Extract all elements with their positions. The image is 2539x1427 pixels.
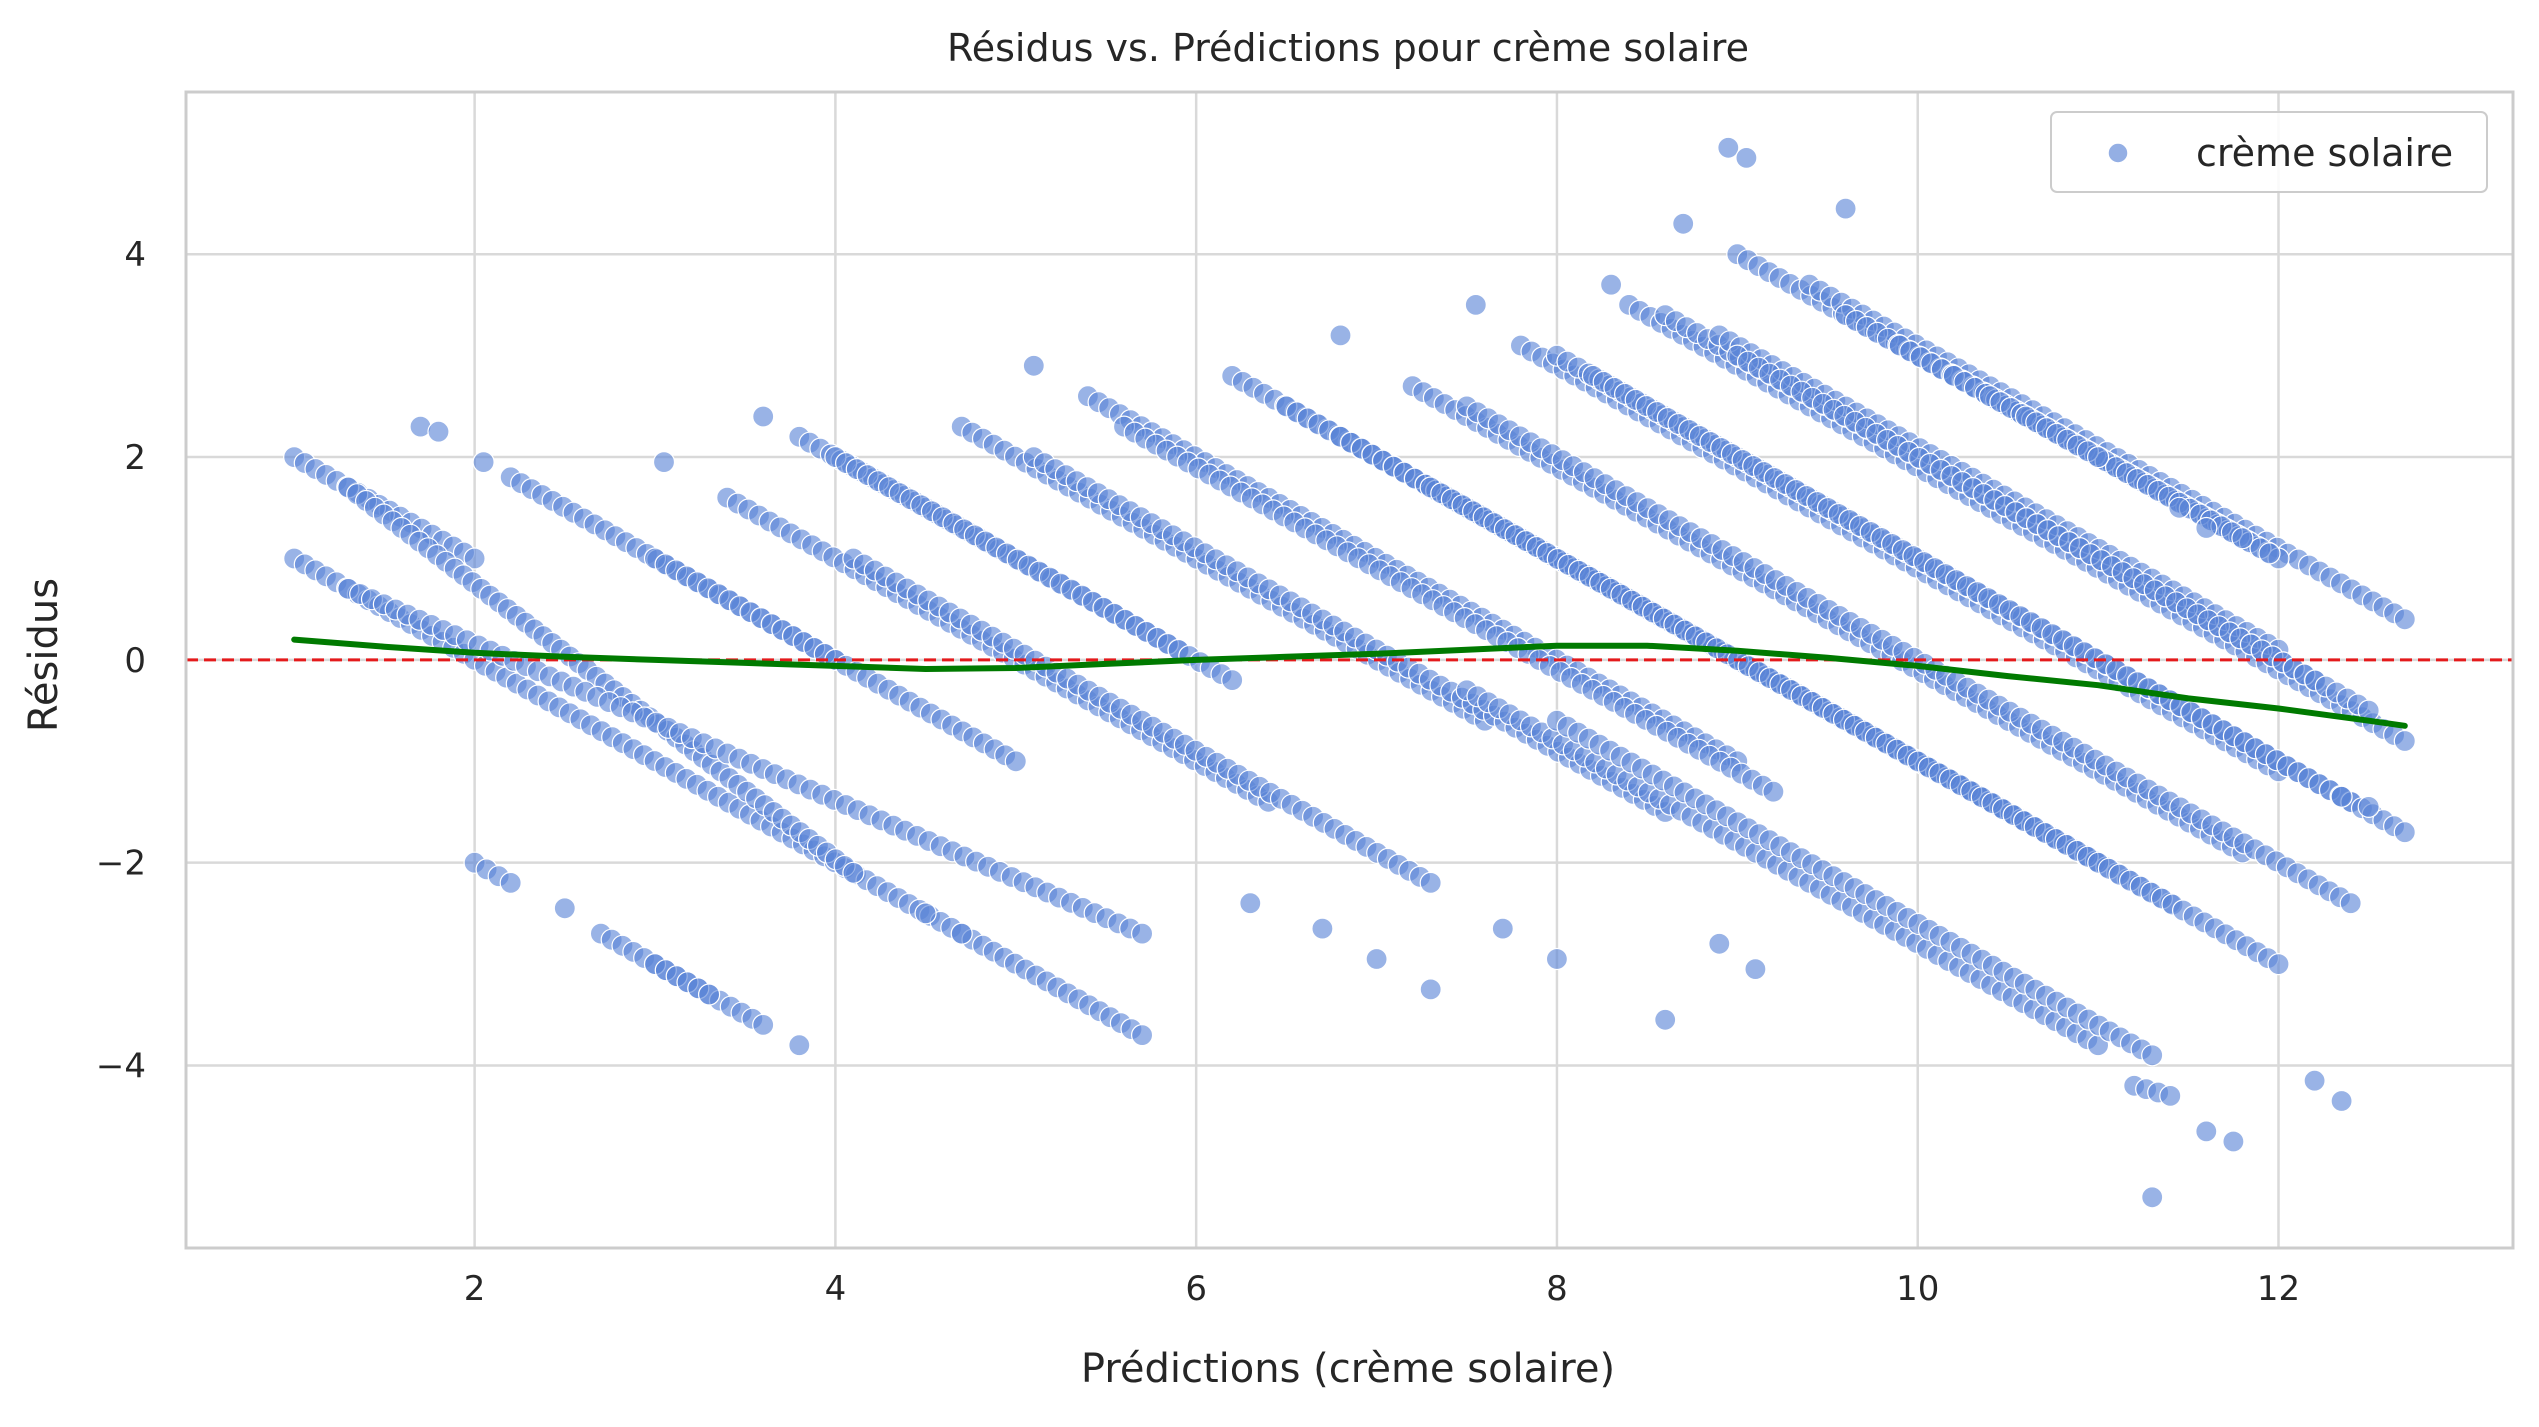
scatter-point xyxy=(463,547,486,570)
scatter-point xyxy=(752,1013,775,1037)
scatter-point xyxy=(1464,293,1487,316)
y-tick-label: 0 xyxy=(124,641,146,681)
scatter-point xyxy=(2087,446,2110,469)
scatter-point xyxy=(1599,273,1623,296)
scatter-point xyxy=(2393,729,2416,753)
scatter-point xyxy=(788,1034,811,1057)
trend-line xyxy=(291,636,2408,729)
x-tick-label: 4 xyxy=(825,1269,847,1309)
scatter-point xyxy=(1022,354,1045,377)
scatter-point xyxy=(652,451,676,474)
scatter-point xyxy=(553,897,576,920)
scatter-point xyxy=(1735,146,1758,169)
scatter-point xyxy=(2339,892,2362,915)
scatter-point xyxy=(2222,1130,2245,1153)
plot-frame xyxy=(184,90,2515,1250)
y-tick-label: −2 xyxy=(96,844,146,884)
scatter-point xyxy=(472,451,495,474)
scatter-point xyxy=(2330,785,2353,808)
scatter-point xyxy=(1717,136,1740,159)
scatter-point xyxy=(1708,932,1731,955)
scatter-point xyxy=(842,861,865,884)
trend-lines xyxy=(186,636,2513,729)
scatter-point xyxy=(752,405,775,428)
scatter-point xyxy=(2267,952,2290,976)
scatter-point xyxy=(1744,957,1767,981)
x-tick-label: 10 xyxy=(1896,1269,1939,1309)
x-tick-label: 2 xyxy=(464,1269,486,1309)
legend-label: crème solaire xyxy=(2196,131,2453,175)
scatter-point xyxy=(2195,516,2218,540)
scatter-point xyxy=(2231,527,2254,550)
scatter-point xyxy=(2168,496,2191,519)
scatter-point xyxy=(2195,1120,2218,1143)
y-tick-label: 4 xyxy=(124,235,146,275)
scatter-points xyxy=(283,136,2416,1209)
scatter-point xyxy=(2159,1084,2182,1108)
y-axis-label: Résidus xyxy=(21,578,67,732)
chart-title: Résidus vs. Prédictions pour crème solai… xyxy=(947,26,1749,70)
scatter-point xyxy=(1221,668,1244,692)
scatter-point xyxy=(1004,750,1027,773)
tick-labels: 2 4 6 8 10 12 −4 −2 0 2 4 xyxy=(96,235,2300,1309)
scatter-point xyxy=(427,420,450,443)
scatter-point xyxy=(1834,197,1857,220)
scatter-point xyxy=(1311,917,1334,940)
scatter-point xyxy=(2141,1044,2164,1067)
y-tick-label: −4 xyxy=(96,1046,146,1086)
legend-marker xyxy=(2107,142,2129,164)
scatter-point xyxy=(2393,608,2416,631)
x-tick-label: 12 xyxy=(2257,1269,2300,1309)
scatter-point xyxy=(1491,917,1514,940)
scatter-point xyxy=(1130,922,1154,945)
scatter-point xyxy=(1672,212,1695,235)
scatter-point xyxy=(1545,947,1569,971)
scatter-point xyxy=(2258,542,2281,565)
scatter-point xyxy=(2393,821,2416,844)
scatter-point xyxy=(499,871,522,895)
scatter-point xyxy=(1365,947,1388,971)
scatter-point xyxy=(1419,871,1442,895)
legend: crème solaire xyxy=(2050,111,2488,193)
y-tick-label: 2 xyxy=(124,438,146,478)
scatter-point xyxy=(1130,1023,1154,1047)
scatter-point xyxy=(1239,892,1262,915)
scatter-point xyxy=(2141,1186,2164,1209)
scatter-point xyxy=(697,983,721,1006)
legend-box xyxy=(2050,111,2488,193)
x-axis-label: Prédictions (crème solaire) xyxy=(1081,1346,1615,1392)
scatter-point xyxy=(1762,780,1785,803)
scatter-point xyxy=(950,922,973,945)
scatter-point xyxy=(2303,1069,2326,1092)
x-tick-label: 6 xyxy=(1185,1269,1207,1309)
scatter-point xyxy=(2357,795,2380,819)
scatter-point xyxy=(1419,978,1442,1001)
scatter-point xyxy=(1329,324,1352,347)
x-tick-label: 8 xyxy=(1546,1269,1568,1309)
scatter-point xyxy=(2330,1089,2353,1113)
scatter-point xyxy=(1654,1008,1677,1031)
scatter-point xyxy=(914,902,937,925)
